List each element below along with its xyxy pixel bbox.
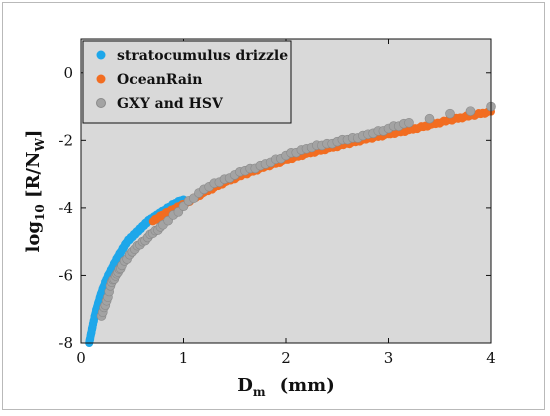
- y-tick-label: -2: [58, 131, 73, 149]
- y-axis-label-sub1: 10: [33, 204, 47, 221]
- legend-label: GXY and HSV: [117, 96, 224, 112]
- y-axis-label-post: ]: [23, 130, 44, 139]
- data-point: [424, 113, 435, 124]
- x-axis-label-main: D: [237, 375, 253, 396]
- y-tick-label: -8: [58, 334, 73, 352]
- x-axis-label: Dm (mm): [237, 375, 334, 399]
- axis-ticks: 0 1 2 3 4 -8 -6 -4 -2 0: [58, 39, 496, 367]
- x-tick-label: 4: [486, 349, 496, 367]
- x-tick-label: 3: [384, 349, 394, 367]
- chart: 0 1 2 3 4 -8 -6 -4 -2 0 stratocumulus drizzle Ocea…: [23, 38, 496, 399]
- y-axis-label-pre: log: [23, 221, 44, 253]
- data-point: [445, 108, 455, 119]
- legend-marker: [96, 50, 106, 60]
- legend: stratocumulus drizzle OceanRain GXY and HS…: [82, 40, 292, 124]
- legend-box: [82, 40, 292, 124]
- y-axis-label-mid: [R/N: [23, 152, 44, 205]
- legend-marker: [96, 74, 106, 84]
- data-point: [465, 106, 476, 116]
- series-2: [96, 101, 496, 321]
- data-point: [404, 117, 414, 128]
- y-tick-label: -6: [58, 266, 73, 284]
- legend-label: stratocumulus drizzle: [117, 48, 288, 64]
- figure-frame: 0 1 2 3 4 -8 -6 -4 -2 0 stratocumulus drizzle Ocea…: [2, 2, 545, 410]
- x-tick-label: 2: [281, 349, 291, 367]
- y-tick-label: -4: [58, 199, 73, 217]
- legend-label: OceanRain: [117, 72, 202, 88]
- data-marks: [85, 101, 496, 347]
- x-axis-label-sub: m: [253, 385, 266, 399]
- x-tick-label: 1: [179, 349, 189, 367]
- y-axis-label: log10 [R/NW]: [23, 130, 47, 253]
- x-axis-label-unit: (mm): [280, 375, 335, 396]
- y-axis-label-sub2: W: [33, 138, 47, 153]
- y-tick-label: 0: [63, 64, 73, 82]
- x-tick-label: 0: [76, 349, 86, 367]
- legend-marker: [96, 98, 106, 108]
